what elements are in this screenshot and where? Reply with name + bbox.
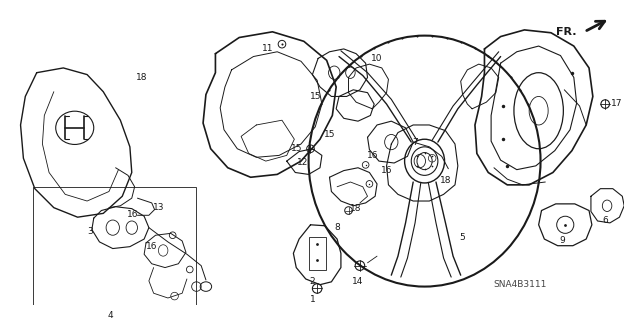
Text: 16: 16 — [367, 151, 378, 160]
Text: 8: 8 — [334, 223, 340, 232]
Text: 2: 2 — [310, 277, 316, 286]
Text: 4: 4 — [108, 311, 114, 319]
Bar — [308, 237, 326, 271]
Text: 1: 1 — [310, 295, 316, 304]
Text: 13: 13 — [153, 203, 164, 212]
Text: 16: 16 — [146, 242, 157, 251]
Text: 11: 11 — [262, 44, 273, 53]
Text: 15: 15 — [310, 92, 321, 101]
Text: 7: 7 — [412, 137, 418, 147]
Text: 12: 12 — [297, 159, 308, 167]
Text: 6: 6 — [602, 216, 608, 225]
Text: 15: 15 — [291, 144, 302, 153]
Text: 18: 18 — [350, 204, 362, 213]
Text: 18: 18 — [440, 175, 451, 185]
Bar — [33, 187, 196, 319]
Text: 3: 3 — [87, 227, 93, 236]
Text: 9: 9 — [559, 236, 565, 245]
Text: 14: 14 — [353, 277, 364, 286]
Text: FR.: FR. — [556, 27, 577, 37]
Text: 5: 5 — [460, 233, 465, 242]
Text: 18: 18 — [136, 73, 147, 82]
Text: 15: 15 — [324, 130, 335, 139]
Text: SNA4B3111: SNA4B3111 — [493, 280, 547, 289]
Text: 16: 16 — [381, 166, 392, 175]
Text: 17: 17 — [611, 99, 622, 108]
Text: 16: 16 — [127, 210, 138, 219]
Text: 10: 10 — [371, 54, 383, 63]
